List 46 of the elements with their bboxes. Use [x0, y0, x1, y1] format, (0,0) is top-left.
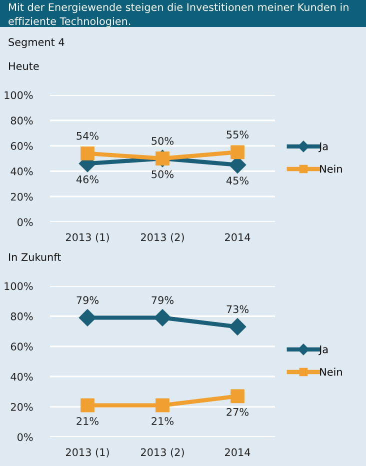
x-tick-label: 2014 — [225, 448, 250, 456]
y-tick-label: 60% — [10, 342, 33, 351]
x-tick-label: 2013 (2) — [140, 448, 184, 458]
y-tick-label: 80% — [10, 312, 33, 320]
data-label: 27% — [226, 408, 248, 416]
chart-title: Mit der Energiewende steigen die Investitionen meiner Kunden in effiziente Technologien. — [8, 3, 348, 28]
x-tick-label: 2014 — [225, 233, 250, 242]
data-label: 21% — [152, 417, 174, 425]
data-label: 50% — [152, 136, 174, 145]
data-label: 21% — [76, 417, 98, 425]
point — [80, 146, 94, 160]
legend-label: Nein — [320, 164, 342, 173]
chart-title: In Zukunft — [9, 252, 61, 262]
x-tick-label: 2013 (1) — [66, 448, 109, 458]
legend-label: Nein — [320, 368, 342, 376]
y-tick-label: 0% — [17, 433, 33, 442]
legend-label: Ja — [318, 345, 328, 356]
legend-label: Ja — [318, 142, 328, 152]
data-label: 79% — [76, 296, 98, 304]
chart-subtitle: Segment 4 — [8, 38, 64, 48]
y-tick-label: 40% — [10, 167, 33, 176]
x-tick-label: 2013 (1) — [66, 233, 109, 242]
y-tick-label: 40% — [10, 372, 33, 381]
data-label: 73% — [226, 305, 248, 314]
point — [230, 145, 244, 160]
data-label: 55% — [226, 130, 248, 139]
y-tick-label: 60% — [10, 142, 33, 150]
point — [78, 309, 96, 326]
point — [156, 398, 170, 412]
point — [80, 398, 94, 412]
data-label: 46% — [76, 175, 98, 184]
y-tick-label: 20% — [10, 192, 33, 201]
point — [154, 309, 172, 326]
x-tick-label: 2013 (2) — [140, 233, 184, 242]
data-label: 79% — [152, 296, 174, 304]
y-tick-label: 80% — [10, 116, 33, 125]
y-tick-label: 0% — [17, 218, 33, 226]
data-label: 50% — [152, 170, 174, 178]
y-tick-label: 20% — [10, 403, 33, 411]
y-tick-label: 100% — [4, 91, 33, 100]
data-label: 45% — [226, 176, 248, 185]
y-tick-label: 100% — [4, 282, 33, 290]
point — [230, 389, 244, 404]
data-label: 54% — [76, 132, 98, 140]
text: Heute — [9, 62, 39, 70]
point — [228, 318, 246, 336]
